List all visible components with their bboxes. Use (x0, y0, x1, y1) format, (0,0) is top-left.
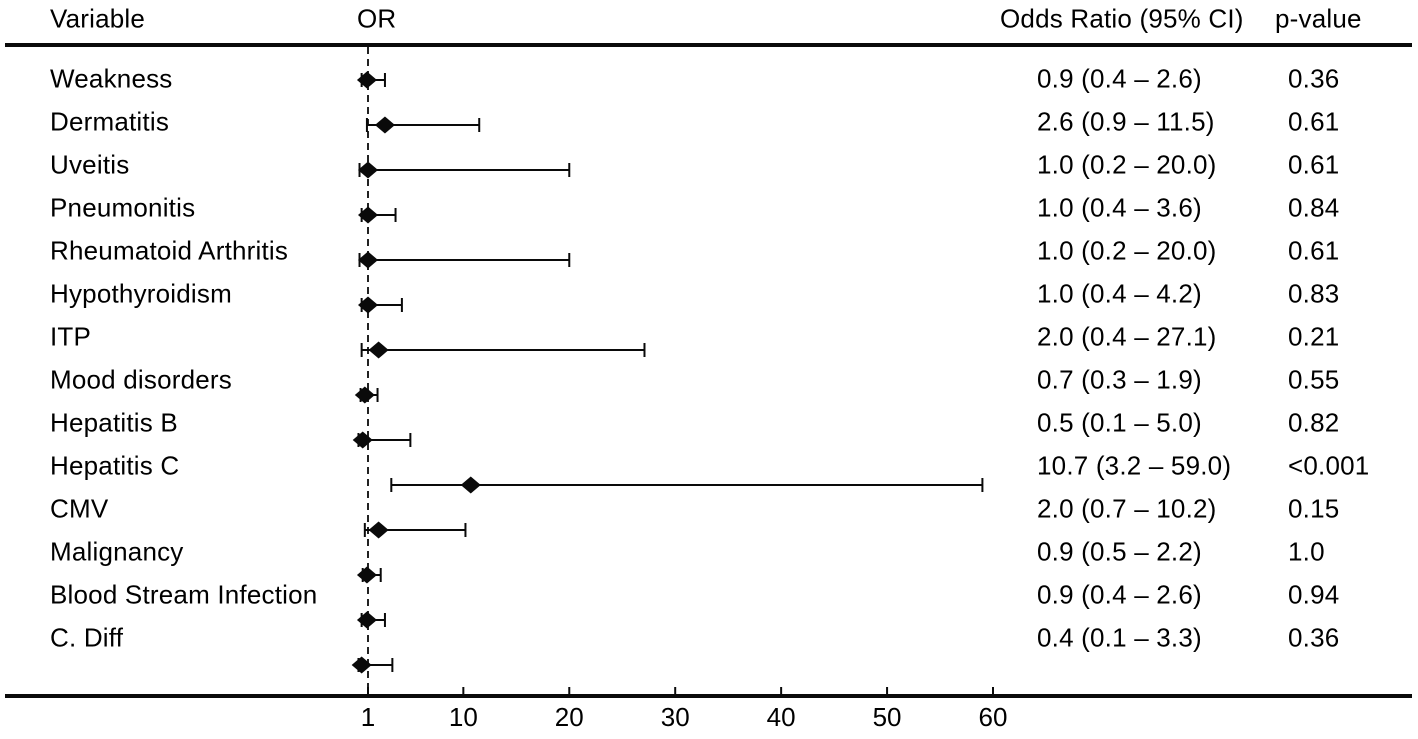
p-value: 0.94 (1288, 579, 1340, 610)
axis-tick-label: 30 (660, 702, 690, 732)
p-value: 0.61 (1288, 106, 1340, 137)
column-header-or: OR (357, 3, 397, 34)
or-ci-value: 1.0 (0.4 – 4.2) (1037, 278, 1202, 309)
axis-tick-label: 10 (448, 702, 478, 732)
or-ci-value: 2.6 (0.9 – 11.5) (1037, 106, 1215, 137)
or-ci-value: 2.0 (0.7 – 10.2) (1037, 493, 1217, 524)
axis-tick-label: 50 (872, 702, 902, 732)
row-label: Dermatitis (50, 106, 170, 137)
diamond-marker (354, 386, 375, 404)
p-value: 0.84 (1288, 192, 1340, 223)
or-ci-value: 0.9 (0.4 – 2.6) (1037, 579, 1202, 610)
top-rule (5, 43, 1412, 47)
diamond-marker (368, 341, 389, 359)
diamond-marker (358, 161, 378, 179)
row-label: Blood Stream Infection (50, 579, 318, 610)
row-label: Pneumonitis (50, 192, 196, 223)
diamond-marker (358, 296, 378, 314)
row-label: Mood disorders (50, 364, 232, 395)
row-label: Hepatitis C (50, 450, 180, 481)
row-label: C. Diff (50, 622, 124, 653)
or-ci-value: 1.0 (0.4 – 3.6) (1037, 192, 1202, 223)
row-label: CMV (50, 493, 109, 524)
axis-tick-label: 20 (554, 702, 584, 732)
row-label: Hypothyroidism (50, 278, 232, 309)
or-ci-value: 0.7 (0.3 – 1.9) (1037, 364, 1202, 395)
diamond-marker (374, 116, 395, 134)
axis-tick-label: 1 (360, 702, 376, 732)
or-ci-value: 0.5 (0.1 – 5.0) (1037, 407, 1202, 438)
column-header-odds-ratio-ci: Odds Ratio (95% CI) (1000, 3, 1244, 34)
p-value: 0.61 (1288, 235, 1340, 266)
diamond-marker (356, 71, 377, 89)
p-value: 0.82 (1288, 407, 1340, 438)
bottom-rule (5, 694, 1412, 698)
axis-tick-label: 60 (978, 702, 1008, 732)
p-value: 0.36 (1288, 63, 1340, 94)
row-label: ITP (50, 321, 92, 352)
or-ci-value: 1.0 (0.2 – 20.0) (1037, 149, 1217, 180)
p-value: 0.55 (1288, 364, 1340, 395)
row-label: Uveitis (50, 149, 130, 180)
diamond-marker (358, 206, 378, 224)
p-value: <0.001 (1288, 450, 1370, 481)
row-label: Weakness (50, 63, 173, 94)
or-ci-value: 0.9 (0.4 – 2.6) (1037, 63, 1202, 94)
p-value: 0.21 (1288, 321, 1340, 352)
column-header-p-value: p-value (1275, 3, 1362, 34)
or-ci-value: 1.0 (0.2 – 20.0) (1037, 235, 1217, 266)
p-value: 0.61 (1288, 149, 1340, 180)
row-label: Hepatitis B (50, 407, 178, 438)
diamond-marker (356, 566, 377, 584)
diamond-marker (356, 611, 377, 629)
p-value: 1.0 (1288, 536, 1325, 567)
or-ci-value: 10.7 (3.2 – 59.0) (1037, 450, 1232, 481)
p-value: 0.83 (1288, 278, 1340, 309)
row-label: Rheumatoid Arthritis (50, 235, 289, 266)
diamond-marker (351, 656, 372, 674)
row-label: Malignancy (50, 536, 184, 567)
or-ci-value: 0.9 (0.5 – 2.2) (1037, 536, 1202, 567)
or-ci-value: 0.4 (0.1 – 3.3) (1037, 622, 1202, 653)
axis-tick-label: 40 (766, 702, 796, 732)
or-ci-value: 2.0 (0.4 – 27.1) (1037, 321, 1217, 352)
diamond-marker (460, 476, 481, 494)
p-value: 0.15 (1288, 493, 1340, 524)
column-header-variable: Variable (50, 3, 146, 34)
p-value: 0.36 (1288, 622, 1340, 653)
diamond-marker (358, 251, 378, 269)
diamond-marker (352, 431, 373, 449)
diamond-marker (368, 521, 389, 539)
